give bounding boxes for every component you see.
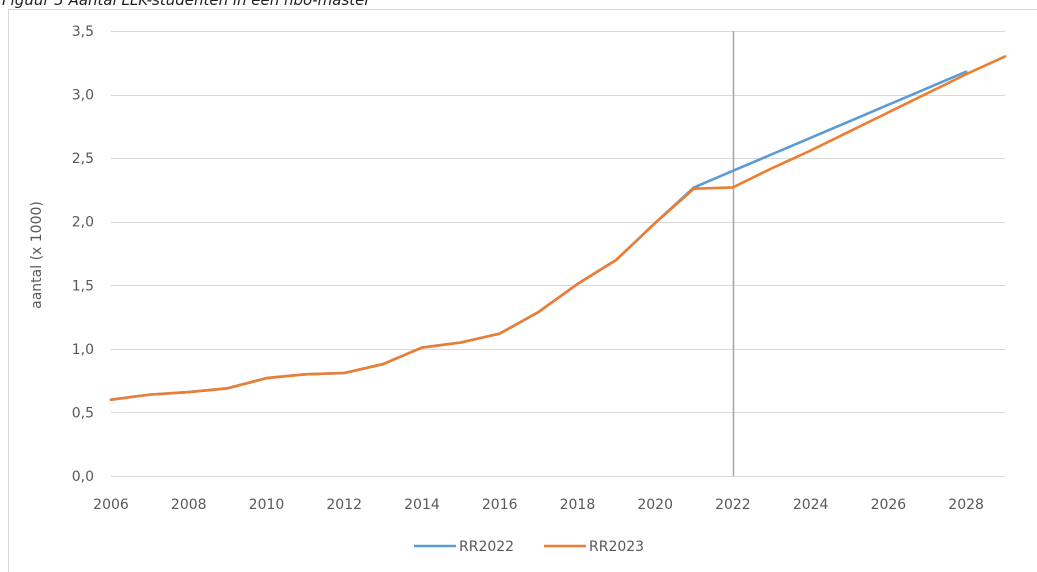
series-line-rr2022 [109,70,968,402]
x-tick-label: 2010 [249,497,285,513]
x-tick-label: 2006 [93,497,129,513]
x-tick-label: 2018 [560,497,596,513]
legend-label-rr2022: RR2022 [459,539,514,555]
y-tick-label: 1,0 [72,342,94,358]
x-tick-label: 2026 [871,497,907,513]
y-tick-label: 0,5 [72,405,94,421]
y-tick-label: 2,0 [72,215,94,231]
chart-frame-left-border [8,9,9,572]
y-tick-label: 2,5 [72,151,94,167]
x-tick-label: 2016 [482,497,518,513]
gridlines [111,31,1005,413]
y-axis-label: aantal (x 1000) [29,201,45,309]
x-tick-label: 2022 [715,497,751,513]
x-tick-label: 2028 [948,497,984,513]
legend-label-rr2023: RR2023 [589,539,644,555]
y-tick-label: 3,5 [72,24,94,40]
y-tick-labels: 0,0 0,5 1,0 1,5 2,0 2,5 3,0 3,5 [72,24,94,485]
chart-frame-top-border [8,9,1037,10]
y-tick-label: 0,0 [72,469,94,485]
legend: RR2022 RR2023 [414,539,644,555]
x-tick-label: 2024 [793,497,829,513]
figure-caption: Figuur 3 Aantal LLK-studenten in een hbo… [2,0,371,9]
x-tick-label: 2020 [637,497,673,513]
series-line-rr2023 [109,55,1007,402]
x-tick-labels: 2006 2008 2010 2012 2014 2016 2018 2020 2022 2024… [93,497,984,513]
x-tick-label: 2012 [326,497,362,513]
y-tick-label: 1,5 [72,278,94,294]
x-tick-label: 2008 [171,497,207,513]
y-tick-label: 3,0 [72,88,94,104]
x-tick-label: 2014 [404,497,440,513]
series-lines [109,55,1007,402]
